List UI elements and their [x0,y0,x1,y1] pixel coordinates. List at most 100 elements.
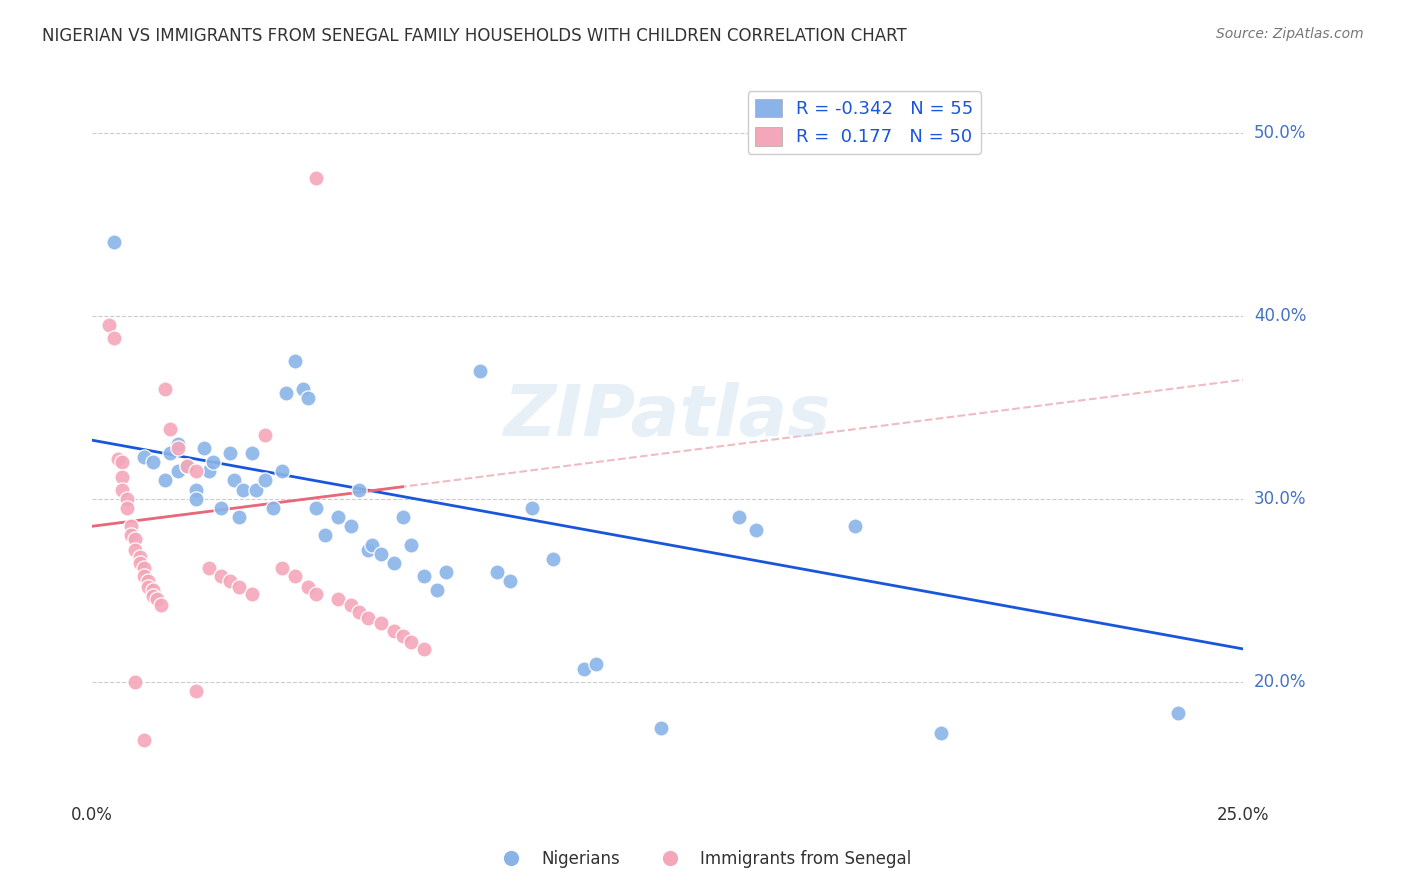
Point [253,427,276,442]
Point [150,598,173,612]
Point [211,500,233,515]
Point [297,580,319,594]
Text: 20.0%: 20.0% [1254,673,1306,691]
Point [426,583,449,598]
Text: 50.0%: 50.0% [1254,124,1306,142]
Point [211,568,233,582]
Point [184,684,207,698]
Point [111,470,134,484]
Point [124,543,146,558]
Point [98,318,121,332]
Point [305,587,328,601]
Point [1167,706,1189,720]
Point [155,382,177,396]
Point [159,422,181,436]
Point [382,624,405,638]
Point [132,561,155,575]
Point [572,662,595,676]
Point [844,519,866,533]
Point [297,391,319,405]
Point [357,543,380,558]
Point [413,641,436,656]
Point [176,458,198,473]
Point [201,455,224,469]
Point [339,598,361,612]
Legend: Nigerians, Immigrants from Senegal: Nigerians, Immigrants from Senegal [488,844,918,875]
Point [284,568,307,582]
Point [132,568,155,582]
Point [232,483,254,497]
Point [305,171,328,186]
Point [240,587,263,601]
Point [184,464,207,478]
Point [314,528,336,542]
Point [349,483,371,497]
Text: 40.0%: 40.0% [1254,307,1306,325]
Point [262,500,284,515]
Point [745,523,768,537]
Point [184,483,207,497]
Point [176,458,198,473]
Text: 0.0%: 0.0% [72,806,112,824]
Point [115,491,138,506]
Text: 25.0%: 25.0% [1216,806,1270,824]
Point [167,441,190,455]
Point [136,580,159,594]
Point [370,616,392,631]
Point [141,589,163,603]
Point [270,561,292,575]
Point [253,474,276,488]
Point [197,464,219,478]
Point [499,574,522,589]
Point [155,474,177,488]
Point [361,537,384,551]
Point [270,464,292,478]
Point [141,583,163,598]
Point [111,483,134,497]
Point [197,561,219,575]
Point [167,464,190,478]
Point [120,528,142,542]
Text: ZIPatlas: ZIPatlas [503,382,831,450]
Point [339,519,361,533]
Point [159,446,181,460]
Point [224,474,246,488]
Point [111,455,134,469]
Point [107,451,129,466]
Point [399,634,422,648]
Point [219,574,242,589]
Point [245,483,267,497]
Point [141,455,163,469]
Legend: R = -0.342   N = 55, R =  0.177   N = 50: R = -0.342 N = 55, R = 0.177 N = 50 [748,92,981,153]
Point [399,537,422,551]
Point [115,500,138,515]
Point [326,592,349,607]
Text: 30.0%: 30.0% [1254,490,1306,508]
Point [468,363,491,377]
Point [929,726,952,740]
Point [228,580,250,594]
Point [727,510,749,524]
Point [128,550,150,565]
Point [103,235,125,250]
Point [132,450,155,464]
Point [146,592,169,607]
Point [276,385,298,400]
Text: Source: ZipAtlas.com: Source: ZipAtlas.com [1216,27,1364,41]
Point [284,354,307,368]
Point [128,556,150,570]
Point [585,657,607,671]
Point [650,721,672,735]
Point [219,446,242,460]
Point [240,446,263,460]
Point [184,491,207,506]
Point [543,552,565,566]
Point [120,519,142,533]
Text: NIGERIAN VS IMMIGRANTS FROM SENEGAL FAMILY HOUSEHOLDS WITH CHILDREN CORRELATION : NIGERIAN VS IMMIGRANTS FROM SENEGAL FAMI… [42,27,907,45]
Point [391,629,413,643]
Point [434,565,457,579]
Point [193,441,215,455]
Point [305,500,328,515]
Point [391,510,413,524]
Point [132,733,155,747]
